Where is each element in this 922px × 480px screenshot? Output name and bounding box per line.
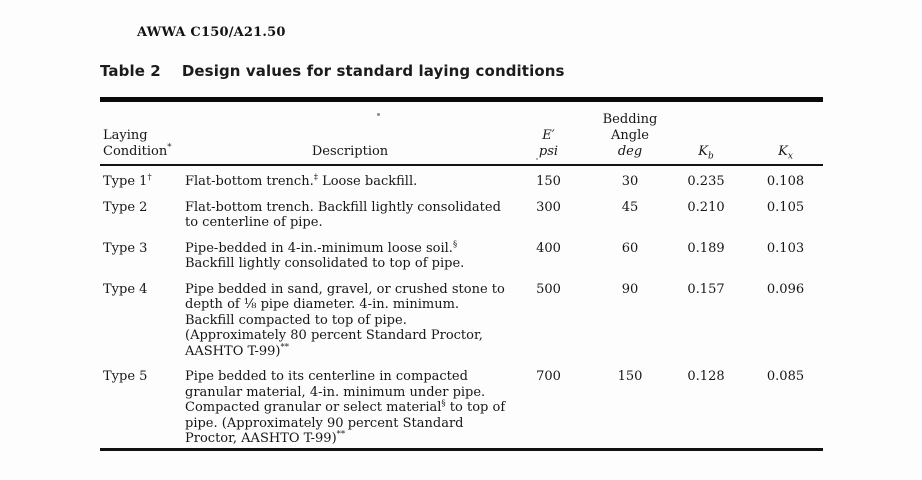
cell-bedding-angle: 45 xyxy=(621,199,639,215)
cell-description: Flat-bottom trench.‡ Loose backfill. xyxy=(185,172,418,189)
cell-kx: 0.103 xyxy=(766,240,805,256)
cell-laying-condition: Type 4 xyxy=(103,281,148,297)
table-caption: Table 2 Design values for standard laying… xyxy=(100,62,565,80)
table-row-type-4: Type 4 Pipe bedded in sand, gravel, or c… xyxy=(100,282,823,360)
col-header-description: Description xyxy=(311,144,389,159)
table-label: Table 2 xyxy=(100,62,161,80)
cell-kb: 0.235 xyxy=(687,174,725,189)
col-header-kx: Kx xyxy=(778,144,793,162)
scan-speck xyxy=(536,158,538,160)
table-row-type-1: Type 1† Flat-bottom trench.‡ Loose backf… xyxy=(100,172,823,190)
col-header-laying-condition: Laying Condition* xyxy=(103,128,172,159)
cell-description: Pipe bedded to its centerline in compact… xyxy=(185,369,506,446)
table-row-type-2: Type 2 Flat-bottom trench. Backfill ligh… xyxy=(100,200,823,231)
cell-description: Pipe bedded in sand, gravel, or crushed … xyxy=(185,281,505,359)
table-row-type-5: Type 5 Pipe bedded to its centerline in … xyxy=(100,369,823,447)
scan-speck xyxy=(377,113,380,116)
table-title: Design values for standard laying condit… xyxy=(181,62,565,80)
cell-description: Flat-bottom trench. Backfill lightly con… xyxy=(185,199,501,231)
design-values-table: Laying Condition* Description E′ psi Beddi… xyxy=(100,97,823,451)
cell-laying-condition: Type 2 xyxy=(103,199,148,215)
cell-kx: 0.096 xyxy=(766,281,805,297)
cell-kb: 0.157 xyxy=(687,281,725,297)
cell-kx: 0.085 xyxy=(766,369,805,384)
table-top-rule xyxy=(100,97,823,102)
cell-e-psi: 700 xyxy=(536,369,561,384)
col-header-bedding-angle: Bedding Angle deg xyxy=(602,112,658,159)
cell-bedding-angle: 150 xyxy=(617,369,643,384)
cell-e-psi: 400 xyxy=(536,240,561,256)
cell-kx: 0.105 xyxy=(766,199,805,215)
cell-kb: 0.210 xyxy=(687,199,725,215)
col-header-e-psi: E′ psi xyxy=(538,128,559,159)
cell-e-psi: 150 xyxy=(536,174,561,189)
cell-kb: 0.189 xyxy=(687,240,725,256)
cell-description: Pipe-bedded in 4-in.-minimum loose soil.… xyxy=(185,239,465,271)
cell-laying-condition: Type 5 xyxy=(103,369,148,384)
table-bottom-rule xyxy=(100,447,823,451)
cell-e-psi: 300 xyxy=(536,199,561,215)
cell-kx: 0.108 xyxy=(766,174,805,189)
table-body: Type 1† Flat-bottom trench.‡ Loose backf… xyxy=(100,166,823,447)
cell-e-psi: 500 xyxy=(536,281,561,297)
document-reference: AWWA C150/A21.50 xyxy=(137,25,286,40)
cell-kb: 0.128 xyxy=(687,369,725,384)
col-header-kb: Kb xyxy=(698,144,714,162)
cell-bedding-angle: 30 xyxy=(621,174,639,189)
table-row-type-3: Type 3 Pipe-bedded in 4-in.-minimum loos… xyxy=(100,239,823,272)
cell-bedding-angle: 90 xyxy=(621,281,639,297)
table-header-row: Laying Condition* Description E′ psi Beddi… xyxy=(100,102,823,166)
cell-bedding-angle: 60 xyxy=(621,240,639,256)
cell-laying-condition: Type 3 xyxy=(103,240,148,256)
cell-laying-condition: Type 1† xyxy=(103,172,152,189)
